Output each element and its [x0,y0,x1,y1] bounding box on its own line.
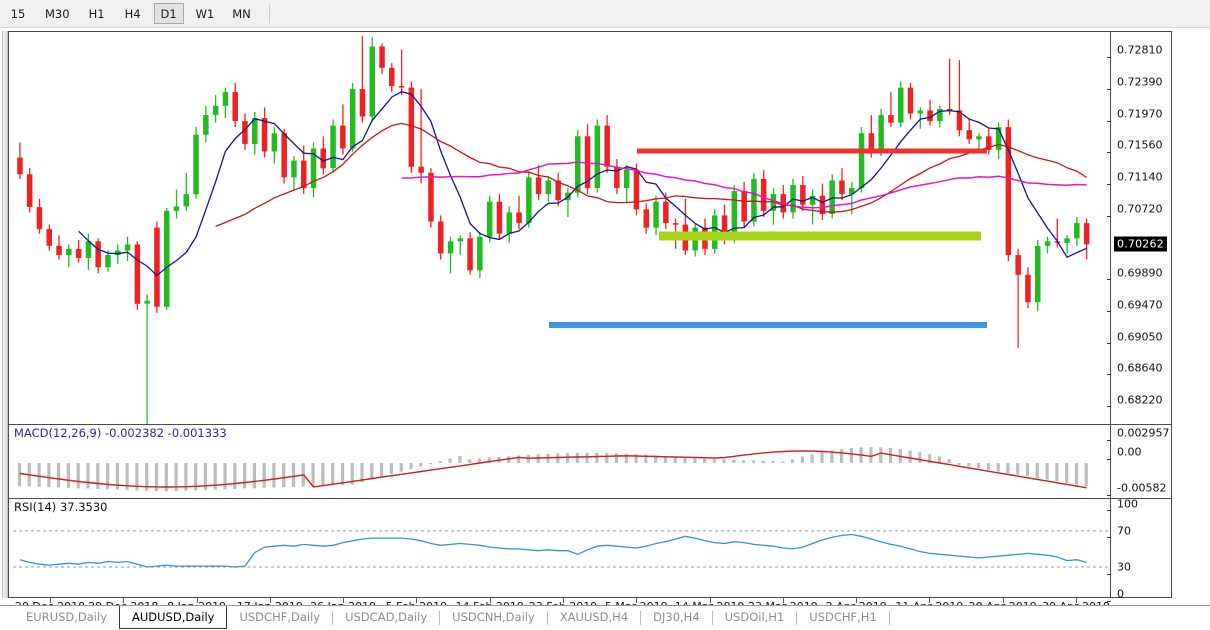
price-scale[interactable]: 0.72810 0.72390 0.71970 0.71560 0.71140 0.707… [1107,32,1171,424]
chart-tab-usdoil-h1[interactable]: USDOil,H1 [724,610,785,624]
price-tick: 0.72390 [1107,76,1163,95]
timeframe-toolbar: 15 M30 H1 H4 D1 W1 MN [0,0,1210,28]
toolbar-separator [268,4,270,23]
tab-separator [640,611,642,625]
date-tick-mark [489,598,491,603]
pane-divider-rsi [9,498,1171,499]
macd-histogram [17,447,1088,492]
candlestick-series [17,35,1090,424]
chart-tab-audusd-daily[interactable]: AUDUSD,Daily [119,606,228,629]
chart-tab-usdcad-daily[interactable]: USDCAD,Daily [345,610,428,624]
rsi-scale: 100 70 30 0 [1107,497,1171,602]
timeframe-button-h4[interactable]: H4 [124,7,141,21]
price-tick: 0.71140 [1107,171,1163,190]
price-tick: 0.69050 [1107,330,1163,350]
ma-fast-line [78,91,1087,277]
rsi-tick: 0 [1107,588,1124,607]
macd-scale: 0.002957 0.00 -0.00582 [1106,425,1171,501]
chart-window: AUDUSD,Daily 0.70372 0.70533 0.70062 0.7… [8,31,1172,602]
tab-separator [546,611,548,625]
timeframe-button-w1[interactable]: W1 [195,7,215,21]
date-tick-mark [196,598,198,603]
date-tick-mark [636,598,638,603]
date-tick-mark [1002,598,1004,603]
chart-tab-bar: EURUSD,Daily AUDUSD,Daily USDCHF,Daily USDC… [0,605,1210,630]
price-tick: 0.69470 [1107,298,1163,318]
macd-tick: 0.002957 [1107,427,1170,446]
date-tick-mark [50,598,51,603]
date-tick-mark [856,598,858,603]
date-tick-mark [416,598,418,603]
chart-tab-usdchf-daily[interactable]: USDCHF,Daily [239,610,321,624]
date-tick-mark [709,598,711,603]
rsi-label: RSI(14) 37.3530 [14,500,108,514]
window-left-edge [2,31,8,598]
date-tick-mark [269,598,271,603]
timeframe-button-mn[interactable]: MN [232,7,251,21]
price-tick: 0.70720 [1107,203,1163,222]
price-tick: 0.68220 [1107,393,1163,413]
date-tick-mark [782,598,784,603]
rsi-tick: 30 [1107,561,1131,580]
macd-label: MACD(12,26,9) -0.002382 -0.001333 [14,426,227,440]
price-pane[interactable] [9,32,1110,424]
macd-pane[interactable] [9,425,1110,498]
date-tick-mark [563,598,564,603]
macd-signal-line [19,450,1087,489]
ma-medium-line [215,122,1087,228]
pane-divider-macd [9,424,1171,425]
tab-separator [711,611,713,625]
ma-slow-line [401,161,1087,209]
chart-tab-xauusd-h4[interactable]: XAUUSD,H4 [559,610,629,624]
tab-separator [439,611,441,625]
rsi-tick: 100 [1107,497,1138,517]
date-tick-mark [123,598,125,603]
timeframe-button-h1[interactable]: H1 [88,7,105,21]
rsi-pane[interactable] [9,499,1110,597]
tab-separator [796,611,798,625]
price-tick: 0.72810 [1107,44,1163,63]
chart-tab-eurusd-daily[interactable]: EURUSD,Daily [26,610,107,624]
price-tick: 0.71970 [1107,108,1163,127]
tab-separator [888,611,890,625]
timeframe-button-m30[interactable]: M30 [45,7,70,21]
current-price-label: 0.70262 [1114,236,1167,252]
macd-tick: 0.00 [1107,446,1142,465]
rsi-line [19,533,1087,568]
date-tick-mark [343,598,345,603]
chart-tab-usdchf-h1[interactable]: USDCHF,H1 [809,610,877,624]
timeframe-button-15[interactable]: 15 [10,7,26,21]
price-tick: 0.68640 [1107,361,1163,381]
price-tick: 0.69890 [1107,266,1163,286]
rsi-tick: 70 [1107,524,1131,544]
date-tick-mark [929,598,931,603]
tab-bar-divider [0,605,1210,606]
date-tick-mark [1076,598,1077,603]
chart-tab-usdcnh-daily[interactable]: USDCNH,Daily [452,610,535,624]
chart-tab-dj30-h4[interactable]: DJ30,H4 [653,610,700,624]
tab-separator [332,611,334,625]
macd-tick: -0.00582 [1106,482,1166,501]
timeframe-button-d1[interactable]: D1 [153,3,184,24]
price-tick: 0.71560 [1107,139,1163,158]
